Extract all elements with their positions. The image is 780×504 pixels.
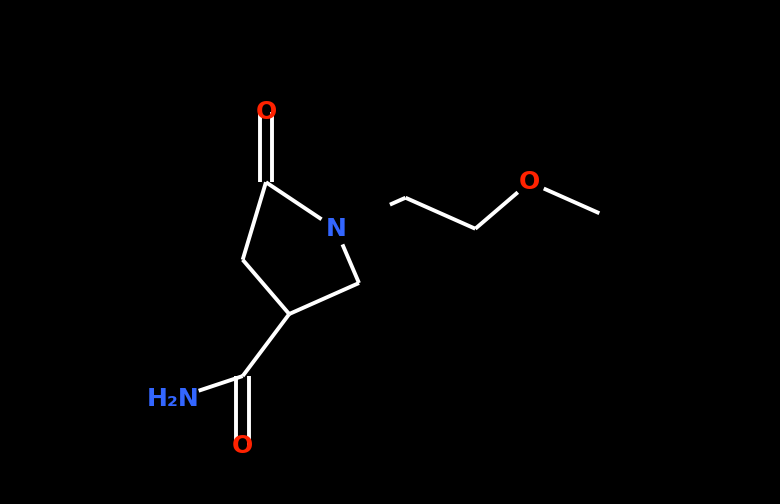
Text: O: O bbox=[255, 100, 277, 124]
Text: H₂N: H₂N bbox=[147, 387, 199, 411]
Text: O: O bbox=[232, 434, 254, 458]
Text: O: O bbox=[519, 170, 541, 194]
Text: N: N bbox=[325, 217, 346, 241]
